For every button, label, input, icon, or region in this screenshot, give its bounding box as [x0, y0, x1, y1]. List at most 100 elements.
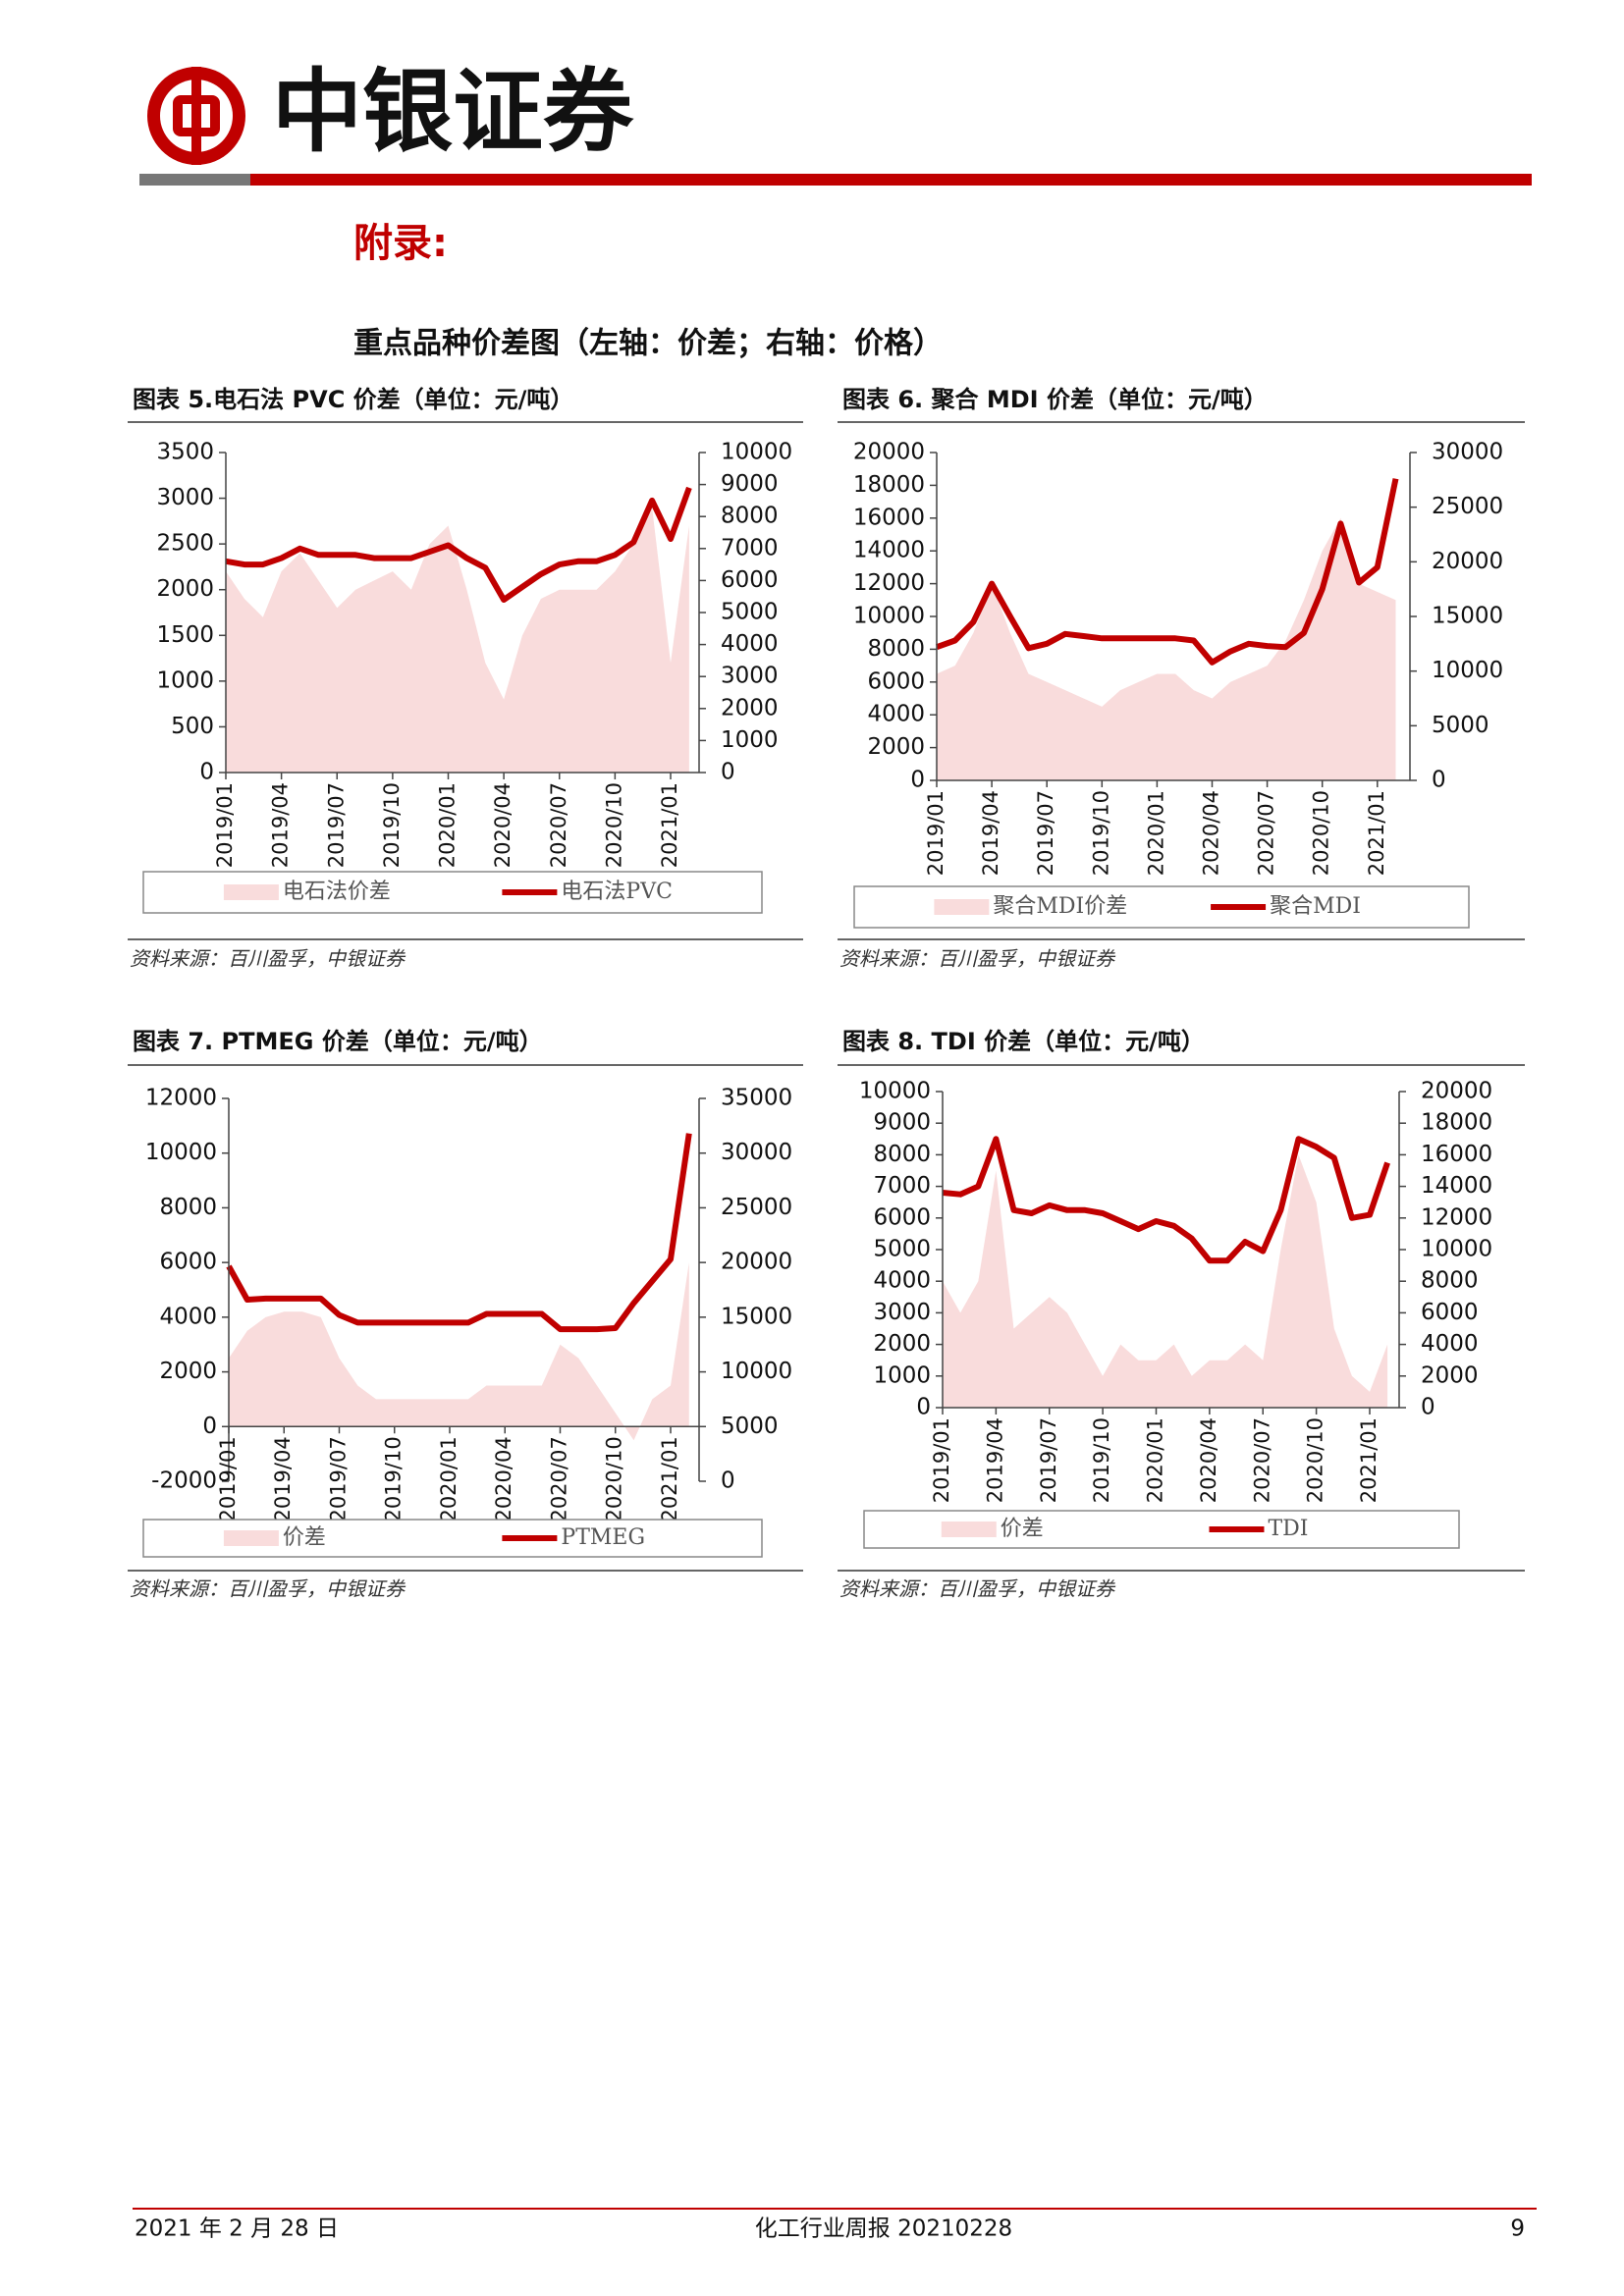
x-tick-label: 2019/10	[382, 1436, 406, 1522]
y-tick-label: 18000	[853, 472, 925, 498]
y2-tick-label: 25000	[721, 1195, 792, 1220]
legend-label: 电石法价差	[283, 880, 391, 904]
x-tick-label: 2019/01	[924, 790, 947, 876]
x-tick-label: 2019/01	[930, 1417, 953, 1503]
legend-label: 聚合MDI价差	[993, 894, 1127, 919]
x-tick-label: 2021/01	[1365, 790, 1388, 876]
y-tick-label: 3000	[156, 485, 214, 510]
x-tick-label: 2020/04	[491, 782, 514, 868]
x-tick-label: 2019/10	[1089, 790, 1112, 876]
legend-label: PTMEG	[561, 1525, 645, 1550]
x-tick-label: 2020/07	[1255, 790, 1278, 876]
y-tick-label: 10000	[145, 1140, 217, 1165]
price-line	[226, 1133, 692, 1333]
y2-tick-label: 3000	[721, 664, 779, 689]
y-tick-label: 2000	[156, 576, 214, 602]
legend-label: 电石法PVC	[561, 880, 673, 904]
x-tick-label: 2020/07	[1250, 1417, 1273, 1503]
x-tick-label: 2020/10	[1304, 1417, 1327, 1503]
x-tick-label: 2019/10	[1090, 1417, 1113, 1503]
y-tick-label: 16000	[853, 505, 925, 530]
y-tick-label: 1500	[156, 622, 214, 648]
y2-tick-label: 10000	[721, 440, 792, 465]
chart-title: 图表 5.电石法 PVC 价差（单位：元/吨）	[133, 386, 573, 413]
x-tick-label: 2020/07	[548, 1436, 571, 1522]
y2-tick-label: 15000	[1432, 604, 1503, 629]
y2-tick-label: 35000	[721, 1086, 792, 1111]
y2-tick-label: 6000	[721, 567, 779, 593]
y2-tick-label: 25000	[1432, 494, 1503, 519]
y2-tick-label: 20000	[1432, 549, 1503, 574]
x-tick-label: 2019/07	[1037, 1417, 1060, 1503]
y-tick-label: 7000	[873, 1173, 931, 1199]
appendix: 附录:	[353, 221, 448, 266]
spread-area	[943, 1154, 1388, 1408]
x-tick-label: 2019/07	[327, 1436, 351, 1522]
y-tick-label: 3500	[156, 440, 214, 465]
legend-swatch	[223, 1530, 279, 1546]
y2-tick-label: 0	[1421, 1395, 1435, 1420]
y2-tick-label: 10000	[1432, 658, 1503, 683]
y-tick-label: 8000	[867, 636, 925, 662]
y-tick-label: 6000	[867, 668, 925, 694]
y-tick-label: 1000	[873, 1362, 931, 1388]
price-line	[935, 478, 1399, 666]
x-tick-label: 2020/04	[1197, 1417, 1220, 1503]
x-tick-label: 2020/01	[437, 1436, 460, 1522]
x-tick-label: 2020/10	[603, 1436, 626, 1522]
y2-tick-label: 0	[721, 1468, 735, 1494]
x-tick-label: 2019/04	[269, 782, 293, 868]
y2-tick-label: 5000	[1432, 713, 1489, 738]
y-tick-label: 2500	[156, 531, 214, 557]
y2-tick-label: 12000	[1421, 1204, 1492, 1230]
source: 资料来源：百川盈孚，中银证券	[130, 947, 406, 971]
x-tick-label: 2021/01	[658, 782, 681, 868]
spread-area	[226, 507, 689, 773]
logo	[147, 67, 245, 165]
x-tick-label: 2019/01	[216, 1436, 240, 1522]
y2-tick-label: 4000	[1421, 1331, 1479, 1357]
y2-tick-label: 8000	[1421, 1268, 1479, 1294]
y-tick-label: 14000	[853, 538, 925, 563]
y-tick-label: 4000	[867, 702, 925, 727]
header-bar	[250, 174, 1532, 186]
price-line	[942, 1136, 1390, 1264]
x-tick-label: 2020/01	[436, 782, 460, 868]
heading: 重点品种价差图（左轴：价差；右轴：价格）	[353, 327, 943, 361]
y-tick-label: 8000	[873, 1142, 931, 1167]
source: 资料来源：百川盈孚，中银证券	[839, 1577, 1116, 1601]
y2-tick-label: 5000	[721, 600, 779, 625]
y2-tick-label: 0	[1432, 768, 1446, 793]
x-tick-label: 2020/01	[1144, 790, 1167, 876]
footer-date: 2021 年 2 月 28 日	[135, 2216, 339, 2242]
x-tick-label: 2019/04	[271, 1436, 295, 1522]
x-tick-label: 2020/01	[1144, 1417, 1167, 1503]
y-tick-label: 12000	[145, 1086, 217, 1111]
y-tick-label: 500	[171, 714, 214, 739]
y-tick-label: 0	[199, 760, 214, 785]
chart-title: 图表 7. PTMEG 价差（单位：元/吨）	[133, 1028, 543, 1055]
x-tick-label: 2021/01	[1357, 1417, 1380, 1503]
y-tick-label: 9000	[873, 1110, 931, 1136]
y-tick-label: 10000	[859, 1079, 931, 1104]
legend-swatch	[223, 884, 279, 900]
legend-label: 价差	[1001, 1517, 1044, 1541]
y2-tick-label: 2000	[721, 695, 779, 721]
y-tick-label: 4000	[873, 1268, 931, 1294]
y2-tick-label: 10000	[1421, 1237, 1492, 1262]
y-tick-label: 3000	[873, 1300, 931, 1325]
y-tick-label: 10000	[853, 604, 925, 629]
x-tick-label: 2020/10	[602, 782, 625, 868]
footer-page: 9	[1510, 2216, 1525, 2242]
y-tick-label: 5000	[873, 1237, 931, 1262]
spread-area	[229, 1262, 689, 1441]
price-line	[225, 486, 692, 603]
y-tick-label: 6000	[873, 1204, 931, 1230]
y-tick-label: 0	[916, 1395, 931, 1420]
y2-tick-label: 16000	[1421, 1142, 1492, 1167]
x-tick-label: 2021/01	[658, 1436, 681, 1522]
y2-tick-label: 0	[721, 760, 735, 785]
y-tick-label: -2000	[151, 1468, 217, 1494]
y2-tick-label: 20000	[1421, 1079, 1492, 1104]
brand: 中银证券	[272, 59, 634, 164]
